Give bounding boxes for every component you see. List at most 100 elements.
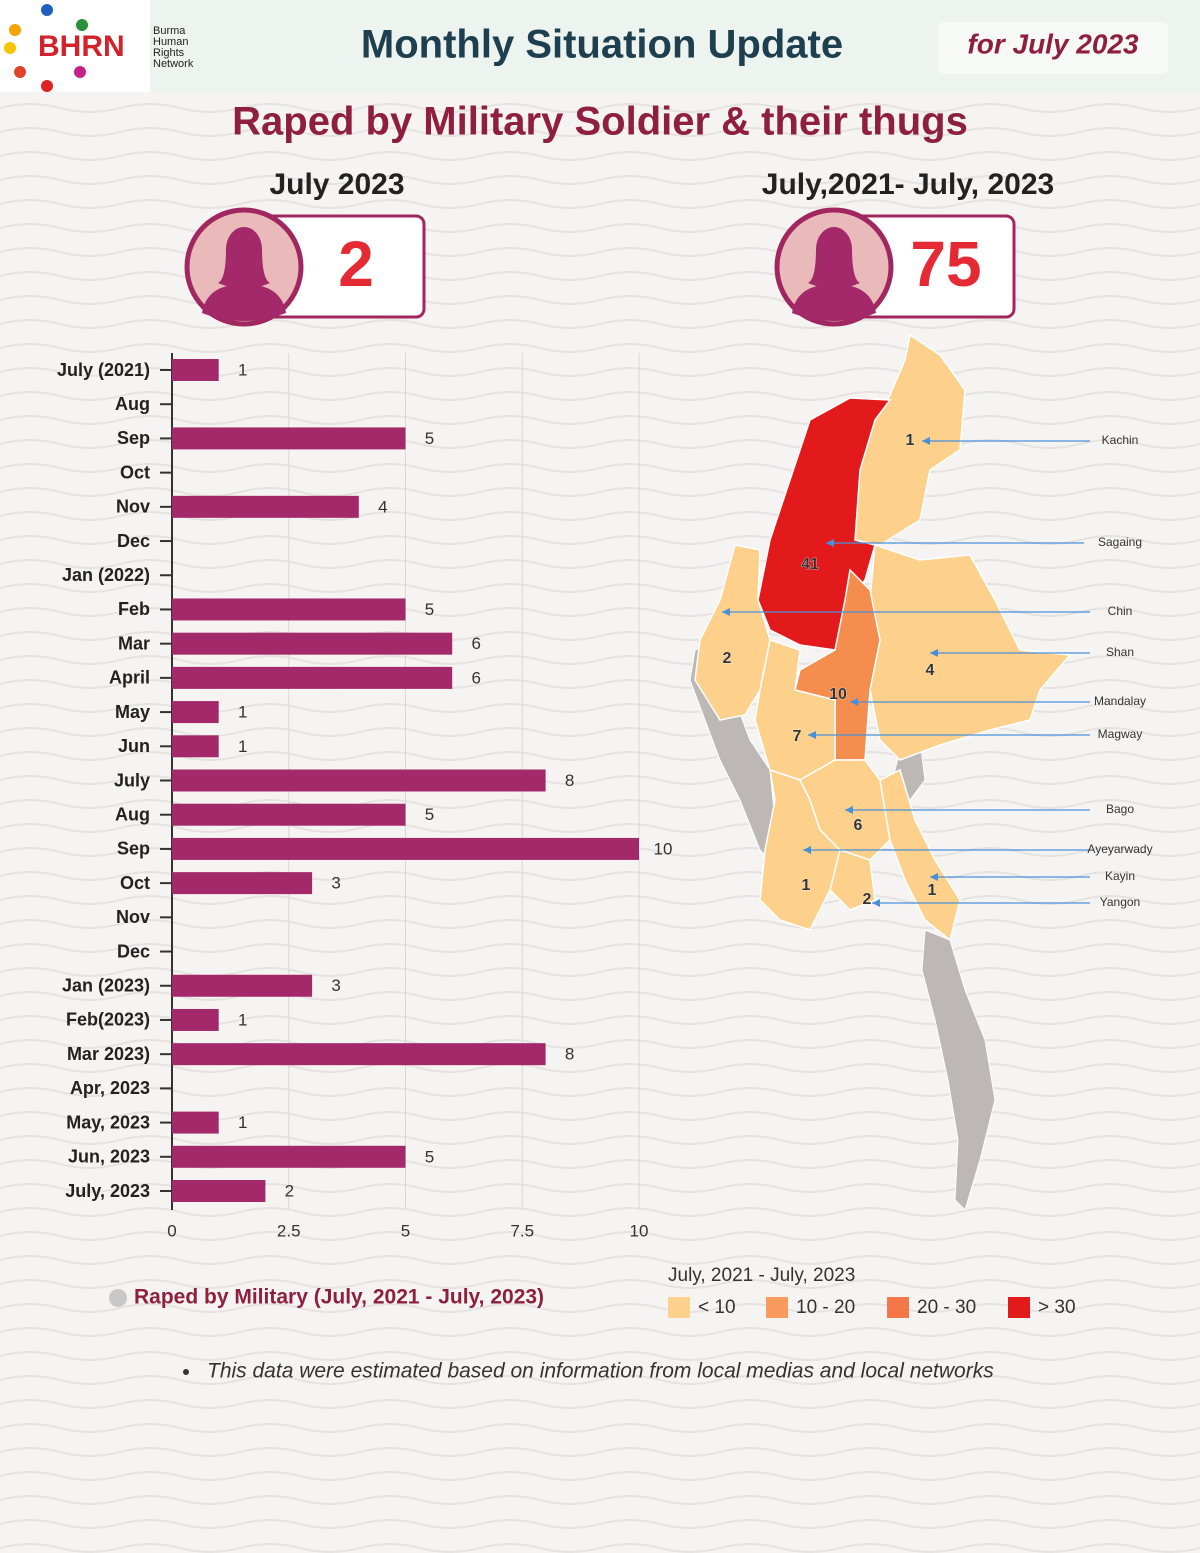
y-tick-label: Oct	[120, 462, 150, 482]
bar	[172, 598, 406, 621]
x-tick-label: 0	[167, 1221, 176, 1240]
region-name: Bago	[1106, 802, 1134, 816]
y-tick-label: Aug	[115, 394, 150, 414]
y-tick-label: Mar	[118, 633, 150, 653]
legend-label: < 10	[698, 1297, 736, 1318]
org-name: Burma	[153, 25, 186, 37]
y-tick-label: Sep	[117, 428, 150, 448]
legend-swatch	[887, 1297, 909, 1318]
callout-head	[845, 806, 853, 814]
period-box	[938, 22, 1168, 74]
y-tick-label: Feb(2023)	[66, 1010, 150, 1030]
callout-head	[930, 873, 938, 881]
region-value: 4	[926, 662, 935, 679]
stat-label: July 2023	[269, 168, 404, 201]
callout-head	[930, 649, 938, 657]
data-label: 8	[565, 1045, 574, 1064]
data-label: 3	[331, 874, 340, 893]
stats: July 2023 2 July,2021- July, 2023 75	[184, 168, 1054, 327]
y-tick-label: Apr, 2023	[70, 1078, 150, 1098]
region-value: 2	[723, 650, 732, 667]
x-tick-label: 10	[630, 1221, 649, 1240]
y-tick-label: May	[115, 702, 150, 722]
x-tick-label: 7.5	[510, 1221, 534, 1240]
region-name: Shan	[1106, 645, 1134, 659]
avatar-icon	[792, 227, 876, 321]
bar	[172, 1043, 546, 1066]
y-tick-label: Dec	[117, 941, 150, 961]
map-area	[921, 929, 996, 1211]
region	[854, 333, 966, 546]
y-tick-label: Mar 2023)	[67, 1044, 150, 1064]
y-tick-label: Feb	[118, 599, 150, 619]
data-label: 10	[654, 839, 673, 858]
region	[694, 544, 771, 721]
bar	[172, 632, 453, 655]
region	[759, 768, 841, 931]
org-name: Human	[153, 36, 188, 48]
bar	[172, 974, 313, 997]
subtitle: Raped by Military Soldier & their thugs	[232, 100, 968, 144]
y-tick-label: July, 2023	[65, 1181, 150, 1201]
y-tick-label: April	[109, 668, 150, 688]
bar-chart: 0 2.5 5 7.5 10 July (2021) 1 Aug Sep 5 Oct Nov 4 Dec J…	[57, 353, 673, 1240]
data-label: 5	[425, 805, 434, 824]
stat-value: 75	[910, 228, 981, 300]
callout-head	[808, 731, 816, 739]
y-tick-label: Nov	[116, 497, 150, 517]
x-tick-label: 5	[401, 1221, 410, 1240]
legend-swatch	[1008, 1297, 1030, 1318]
y-tick-label: May, 2023	[66, 1112, 150, 1132]
map-chart: 1 Kachin 41 Sagaing 2 Chin 4 Shan 10 Mandalay 7 Mag…	[668, 333, 1153, 1318]
y-tick-label: Jan (2023)	[62, 976, 150, 996]
data-label: 5	[425, 429, 434, 448]
y-tick-label: Aug	[115, 804, 150, 824]
legend-label: 10 - 20	[796, 1297, 855, 1318]
data-label: 1	[238, 703, 247, 722]
data-label: 1	[238, 1113, 247, 1132]
region-name: Kayin	[1105, 869, 1135, 883]
region-name: Yangon	[1100, 895, 1140, 909]
period: for July 2023	[967, 28, 1139, 59]
logo-mark	[4, 4, 88, 92]
legend-label: 20 - 30	[917, 1297, 976, 1318]
legend-title: July, 2021 - July, 2023	[668, 1265, 855, 1286]
callout-head	[826, 539, 834, 547]
region-value: 1	[802, 877, 811, 894]
bar	[172, 735, 219, 758]
page-title: Monthly Situation Update	[361, 23, 843, 67]
data-label: 5	[425, 600, 434, 619]
region-name: Kachin	[1102, 433, 1139, 447]
bar	[172, 701, 219, 724]
y-tick-label: Dec	[117, 531, 150, 551]
y-tick-label: Nov	[116, 907, 150, 927]
bar	[172, 803, 406, 826]
bar	[172, 769, 546, 792]
region-value: 10	[829, 686, 847, 703]
legend-swatch	[668, 1297, 690, 1318]
callout-head	[872, 899, 880, 907]
data-label: 1	[238, 360, 247, 379]
region-name: Chin	[1108, 604, 1133, 618]
logo-text: BHRN	[38, 30, 125, 63]
region	[829, 849, 876, 911]
org-name: Network	[153, 58, 194, 70]
data-label: 4	[378, 497, 387, 516]
y-tick-label: July (2021)	[57, 360, 150, 380]
avatar-icon	[202, 227, 286, 321]
y-tick-label: Jun, 2023	[68, 1147, 150, 1167]
data-label: 6	[471, 634, 480, 653]
bar	[172, 1145, 406, 1168]
data-label: 2	[285, 1181, 294, 1200]
x-tick-label: 2.5	[277, 1221, 301, 1240]
bar	[172, 427, 406, 450]
region-name: Mandalay	[1094, 694, 1146, 708]
bar	[172, 1008, 219, 1031]
region-value: 41	[801, 556, 819, 573]
footnote: This data were estimated based on inform…	[207, 1360, 994, 1383]
callout-head	[803, 846, 811, 854]
region	[879, 768, 961, 942]
region-value: 6	[854, 817, 863, 834]
data-label: 3	[331, 976, 340, 995]
